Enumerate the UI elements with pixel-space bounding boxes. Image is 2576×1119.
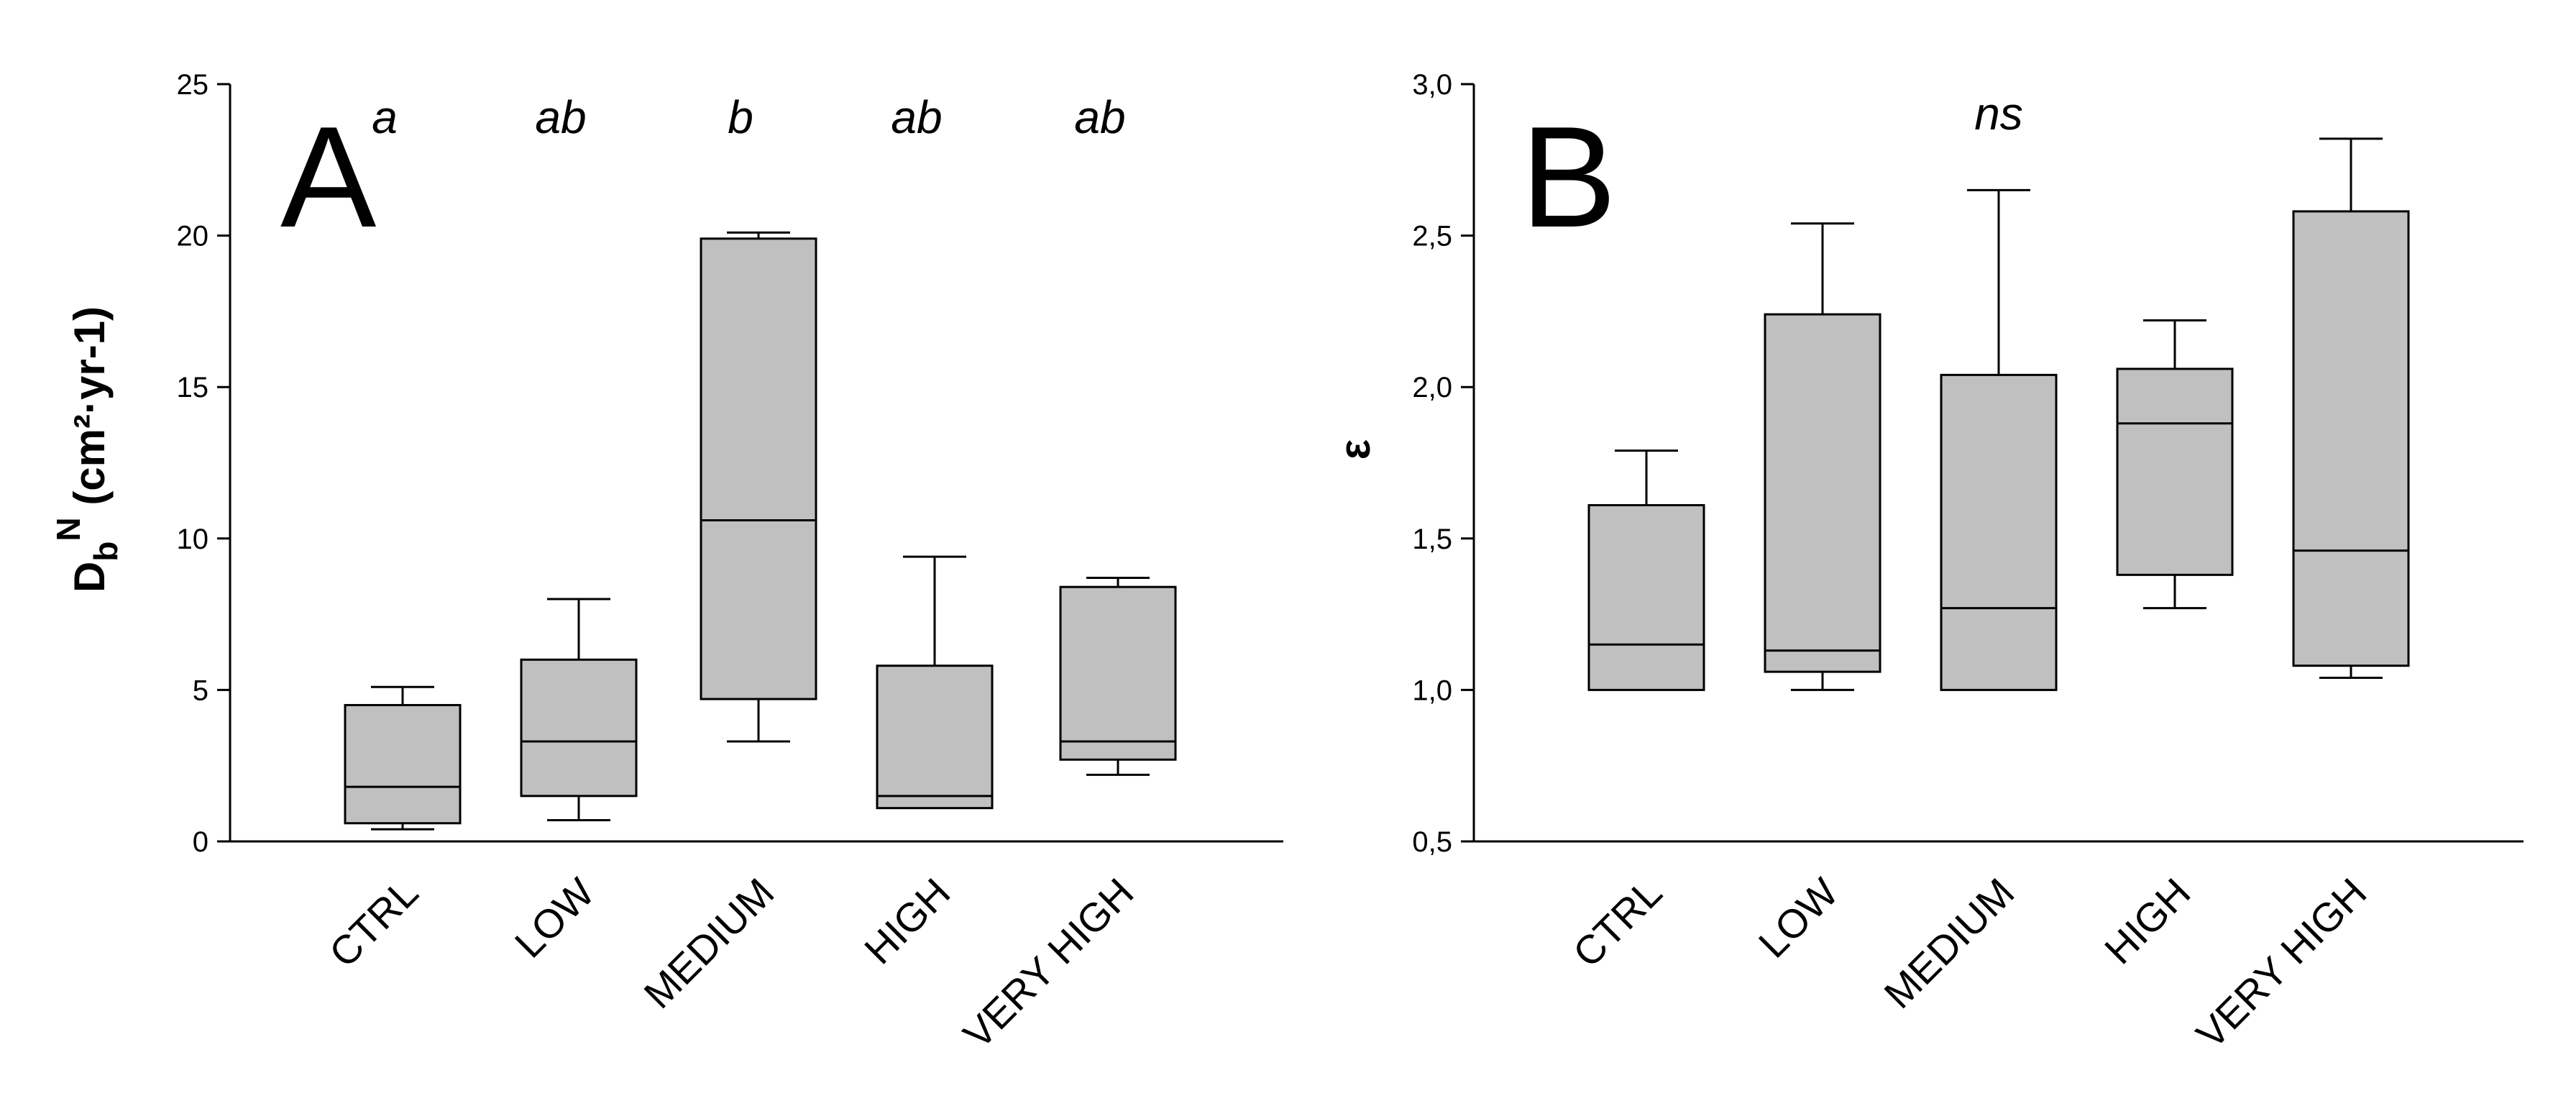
box-iqr bbox=[1587, 503, 1705, 691]
panel-a-ylabel-rest: (cm²·yr-1) bbox=[65, 306, 114, 517]
panel-a-label: A bbox=[280, 97, 377, 257]
box-a-very-high bbox=[1059, 577, 1177, 776]
panel-b-ytick-label: 1,5 bbox=[1412, 524, 1452, 555]
box-a-medium bbox=[700, 231, 817, 743]
box-iqr bbox=[700, 237, 817, 700]
panel-a-ytick-label: 25 bbox=[177, 69, 209, 101]
panel-a-significance-letter: ab bbox=[535, 91, 586, 143]
panel-b-category-label: VERY HIGH bbox=[2188, 869, 2375, 1057]
panel-b-category-label: LOW bbox=[1750, 869, 1847, 967]
panel-b-ytick-label: 2,0 bbox=[1412, 372, 1452, 403]
box-b-high bbox=[2116, 319, 2234, 610]
panel-a-chart: A DbN (cm²·yr-1) 0510152025CTRLaLOWabMED… bbox=[50, 69, 1283, 1057]
box-b-ctrl bbox=[1587, 449, 1705, 691]
panel-a-ylabel-sub: b bbox=[87, 542, 124, 562]
box-b-medium bbox=[1940, 188, 2058, 691]
box-iqr bbox=[1940, 373, 2058, 691]
panel-b-ytick-label: 1,0 bbox=[1412, 675, 1452, 706]
box-iqr bbox=[876, 664, 994, 810]
panel-a-ytick-label: 0 bbox=[193, 826, 208, 858]
box-a-ctrl bbox=[344, 685, 462, 831]
panel-a-category-label: LOW bbox=[506, 869, 603, 967]
box-iqr bbox=[1059, 585, 1177, 761]
panel-b-ylabel: ε bbox=[1331, 439, 1379, 460]
panel-a-significance-letter: a bbox=[372, 91, 398, 143]
panel-b-label: B bbox=[1521, 97, 1616, 257]
panel-a-significance-letter: ab bbox=[1074, 91, 1125, 143]
panel-a-category-label: CTRL bbox=[321, 869, 427, 976]
box-b-very-high bbox=[2292, 137, 2410, 680]
box-a-low bbox=[520, 598, 638, 822]
panel-a-ytick-label: 20 bbox=[177, 221, 209, 252]
panel-a-category-label: VERY HIGH bbox=[955, 869, 1142, 1057]
panel-b-category-label: HIGH bbox=[2096, 869, 2199, 973]
box-iqr bbox=[2116, 367, 2234, 576]
panel-b-category-label: MEDIUM bbox=[1875, 869, 2022, 1017]
panel-a-ylabel-main: D bbox=[65, 562, 114, 593]
panel-a-ytick-label: 15 bbox=[177, 372, 209, 403]
panel-a-category-label: MEDIUM bbox=[635, 869, 782, 1017]
box-iqr bbox=[1764, 313, 1881, 673]
box-b-low bbox=[1764, 222, 1881, 691]
box-a-high bbox=[876, 555, 994, 810]
panel-a-category-label: HIGH bbox=[856, 869, 959, 973]
panel-b-ytick-label: 0,5 bbox=[1412, 826, 1452, 858]
panel-b-ytick-label: 2,5 bbox=[1412, 221, 1452, 252]
panel-b-significance: ns bbox=[1974, 88, 2023, 140]
panel-b-category-label: CTRL bbox=[1564, 869, 1671, 976]
panel-a-ylabel-sup: N bbox=[50, 517, 87, 541]
panel-b-chart: B ns ε 0,5 1,0 1,5 2,0 2,5 3,0 CTRL LOW MEDIUM HI… bbox=[1331, 69, 2524, 1057]
box-iqr bbox=[344, 703, 462, 825]
panel-a-ylabel: DbN (cm²·yr-1) bbox=[50, 306, 124, 593]
panel-a-significance-letter: ab bbox=[891, 91, 942, 143]
panel-a-significance-letter: b bbox=[728, 91, 753, 143]
panel-a-ytick-label: 10 bbox=[177, 524, 209, 555]
panel-a-ytick-label: 5 bbox=[193, 675, 208, 706]
box-iqr bbox=[520, 658, 638, 798]
panel-b-ytick-label: 3,0 bbox=[1412, 69, 1452, 101]
box-iqr bbox=[2292, 210, 2410, 667]
